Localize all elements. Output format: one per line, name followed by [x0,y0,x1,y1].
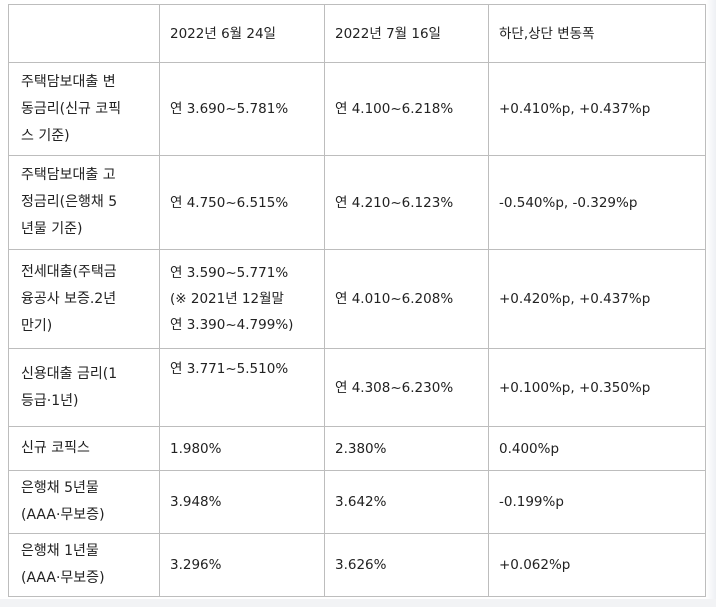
row-label: 주택담보대출 변 동금리(신규 코픽 스 기준) [8,62,160,156]
cell-change: 0.400%p [488,426,706,471]
loan-rate-table: 2022년 6월 24일 2022년 7월 16일 하단,상단 변동폭 주택담보… [8,4,706,597]
cell-jun: 3.296% [159,533,325,597]
table-row: 주택담보대출 변 동금리(신규 코픽 스 기준) 연 3.690~5.781% … [8,62,706,156]
row-label: 신용대출 금리(1 등급·1년) [8,348,160,427]
row-label: 은행채 1년물 (AAA·무보증) [8,533,160,597]
header-cell-change: 하단,상단 변동폭 [488,4,706,63]
cell-change: +0.420%p, +0.437%p [488,249,706,349]
table-row: 주택담보대출 고 정금리(은행채 5 년물 기준) 연 4.750~6.515%… [8,155,706,250]
row-label: 신규 코픽스 [8,426,160,471]
cell-change: -0.199%p [488,470,706,534]
header-cell-jun: 2022년 6월 24일 [159,4,325,63]
cell-jun: 1.980% [159,426,325,471]
cell-jul: 3.642% [324,470,489,534]
cell-jun: 연 4.750~6.515% [159,155,325,250]
table-row: 은행채 5년물 (AAA·무보증) 3.948% 3.642% -0.199%p [8,470,706,534]
row-label: 전세대출(주택금 융공사 보증.2년 만기) [8,249,160,349]
row-label: 은행채 5년물 (AAA·무보증) [8,470,160,534]
cell-change: +0.062%p [488,533,706,597]
cell-jul: 연 4.210~6.123% [324,155,489,250]
cell-jun: 연 3.771~5.510% [159,348,325,427]
table-row: 은행채 1년물 (AAA·무보증) 3.296% 3.626% +0.062%p [8,533,706,597]
cell-change: +0.100%p, +0.350%p [488,348,706,427]
header-cell-jul: 2022년 7월 16일 [324,4,489,63]
rate-table-container: 2022년 6월 24일 2022년 7월 16일 하단,상단 변동폭 주택담보… [8,4,706,597]
row-label: 주택담보대출 고 정금리(은행채 5 년물 기준) [8,155,160,250]
cell-jun: 연 3.590~5.771% (※ 2021년 12월말 연 3.390~4.7… [159,249,325,349]
cell-jun: 3.948% [159,470,325,534]
table-row: 신용대출 금리(1 등급·1년) 연 3.771~5.510% 연 4.308~… [8,348,706,427]
cell-jul: 연 4.010~6.208% [324,249,489,349]
cell-jun: 연 3.690~5.781% [159,62,325,156]
header-row: 2022년 6월 24일 2022년 7월 16일 하단,상단 변동폭 [8,4,706,63]
cell-jul: 3.626% [324,533,489,597]
cell-jul: 연 4.308~6.230% [324,348,489,427]
table-row: 전세대출(주택금 융공사 보증.2년 만기) 연 3.590~5.771% (※… [8,249,706,349]
viewport-edge [706,0,716,607]
cell-change: -0.540%p, -0.329%p [488,155,706,250]
cell-jul: 연 4.100~6.218% [324,62,489,156]
cell-change: +0.410%p, +0.437%p [488,62,706,156]
cell-jul: 2.380% [324,426,489,471]
header-cell-empty [8,4,160,63]
table-row: 신규 코픽스 1.980% 2.380% 0.400%p [8,426,706,471]
viewport-bottom-edge [0,599,716,607]
